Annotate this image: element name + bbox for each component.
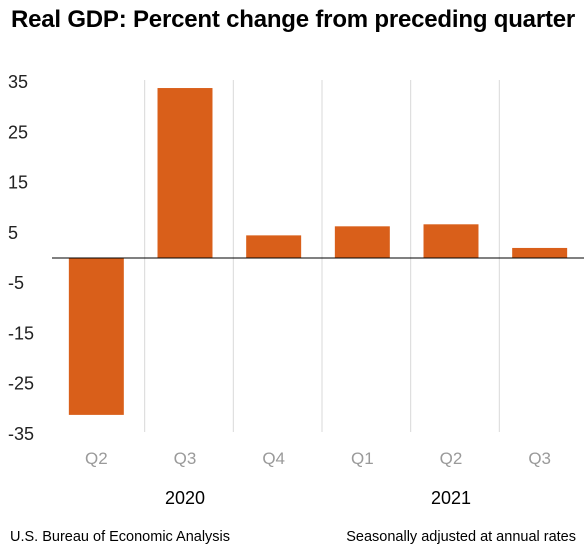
x-tick-label: Q4 <box>262 449 285 468</box>
bar-q3-5 <box>512 247 568 258</box>
bars <box>68 88 568 415</box>
x-axis-ticks: Q2 Q3 Q4 Q1 Q2 Q3 <box>85 449 551 468</box>
y-tick-label: -15 <box>8 323 34 343</box>
y-tick-label: 5 <box>8 223 18 243</box>
chart-title: Real GDP: Percent change from preceding … <box>10 6 576 33</box>
bar-q4-2 <box>246 235 302 258</box>
bar-q3-1 <box>157 88 213 258</box>
y-tick-label: 15 <box>8 173 28 193</box>
y-tick-label: 25 <box>8 122 28 142</box>
x-tick-label: Q2 <box>440 449 463 468</box>
year-label: 2020 <box>165 488 205 508</box>
x-tick-label: Q2 <box>85 449 108 468</box>
source-note: U.S. Bureau of Economic Analysis <box>10 529 231 545</box>
quarter-separators <box>144 80 500 432</box>
x-tick-label: Q3 <box>174 449 197 468</box>
y-tick-label: -5 <box>8 273 24 293</box>
bar-q1-3 <box>334 226 390 258</box>
adjustment-note: Seasonally adjusted at annual rates <box>346 529 576 545</box>
y-tick-label: -25 <box>8 374 34 394</box>
bar-q2-0 <box>68 258 124 415</box>
year-labels: 2020 2021 <box>165 488 471 508</box>
x-tick-label: Q1 <box>351 449 374 468</box>
x-tick-label: Q3 <box>528 449 551 468</box>
y-tick-label: -35 <box>8 424 34 444</box>
y-axis-ticks: 35 25 15 5 -5 -15 -25 -35 <box>8 72 34 444</box>
year-label: 2021 <box>431 488 471 508</box>
bar-q2-4 <box>423 224 479 258</box>
y-tick-label: 35 <box>8 72 28 92</box>
